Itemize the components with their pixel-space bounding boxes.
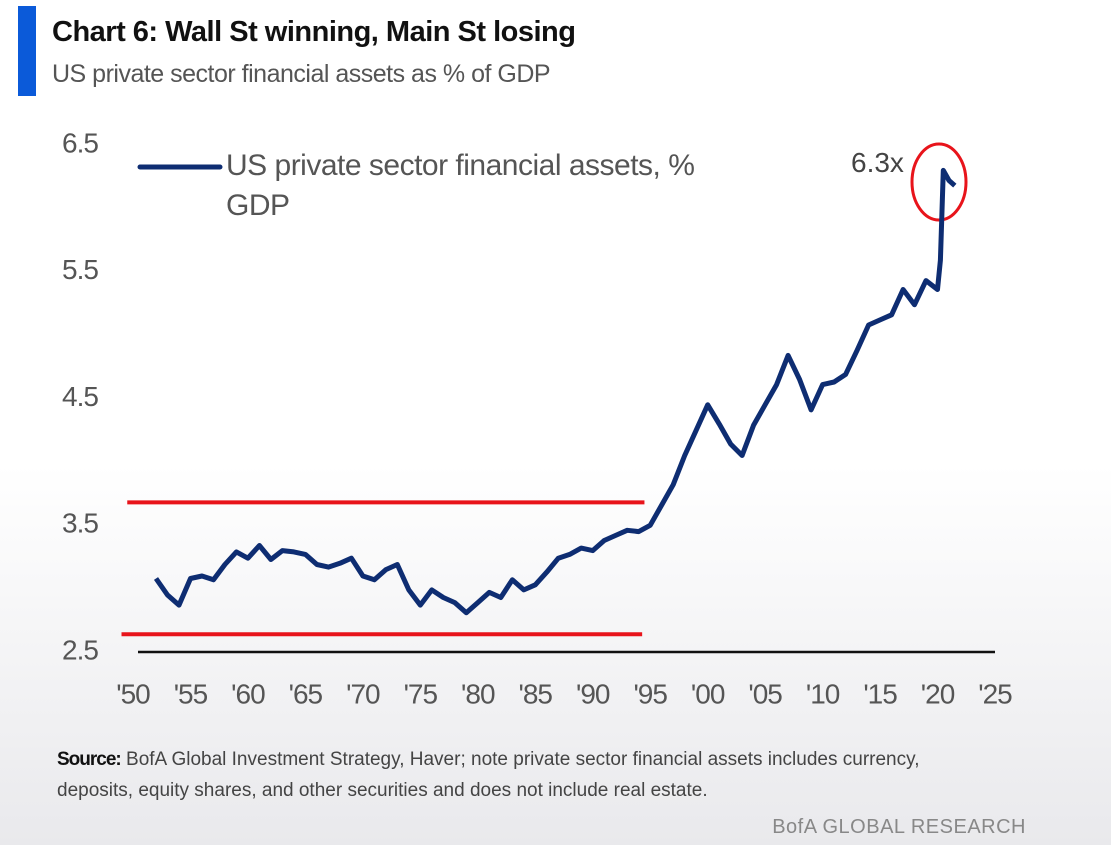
y-tick-label: 3.5 bbox=[62, 508, 98, 539]
footer: BofA GLOBAL RESEARCH bbox=[772, 816, 1026, 838]
data-line bbox=[153, 167, 957, 616]
annotation: 6.3x bbox=[851, 147, 904, 178]
x-tick-label: '20 bbox=[921, 678, 955, 709]
x-tick-label: '10 bbox=[806, 678, 840, 709]
x-tick-label: '25 bbox=[978, 678, 1012, 709]
x-tick-label: '75 bbox=[404, 678, 438, 709]
x-tick-label: '50 bbox=[116, 678, 150, 709]
y-tick-label: 6.5 bbox=[62, 127, 98, 158]
accent-bar bbox=[18, 6, 36, 96]
y-tick-label: 4.5 bbox=[62, 381, 98, 412]
source-text: BofA Global Investment Strategy, Haver; … bbox=[57, 749, 920, 801]
source-note: Source: BofA Global Investment Strategy,… bbox=[57, 744, 977, 806]
x-tick-label: '55 bbox=[174, 678, 208, 709]
chart-subtitle: US private sector financial assets as % … bbox=[52, 60, 551, 88]
legend-label: US private sector financial assets, % GD… bbox=[226, 149, 695, 222]
highlight-circle bbox=[910, 142, 968, 222]
x-tick-label: '00 bbox=[691, 678, 725, 709]
x-tick-label: '90 bbox=[576, 678, 610, 709]
x-tick-label: '60 bbox=[231, 678, 265, 709]
x-tick-label: '65 bbox=[289, 678, 323, 709]
y-tick-label: 2.5 bbox=[62, 634, 98, 665]
x-tick-label: '70 bbox=[346, 678, 380, 709]
x-tick-label: '05 bbox=[748, 678, 782, 709]
x-tick-label: '95 bbox=[633, 678, 667, 709]
y-tick-label: 5.5 bbox=[62, 254, 98, 285]
chart-title: Chart 6: Wall St winning, Main St losing bbox=[52, 16, 576, 48]
x-tick-label: '15 bbox=[863, 678, 897, 709]
x-tick-label: '85 bbox=[519, 678, 553, 709]
source-label: Source: bbox=[57, 749, 122, 770]
x-tick-label: '80 bbox=[461, 678, 495, 709]
